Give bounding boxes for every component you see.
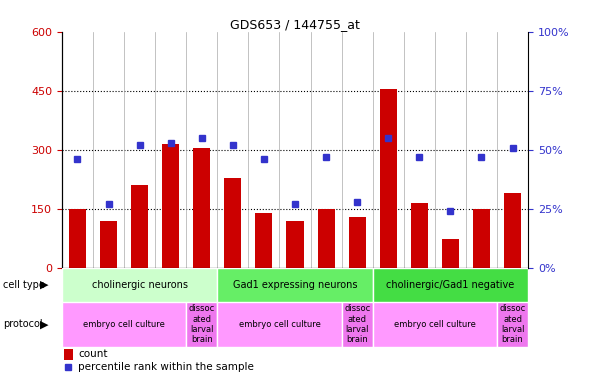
Bar	[380, 89, 396, 268]
Text: embryo cell culture: embryo cell culture	[238, 320, 320, 329]
Bar	[442, 238, 459, 268]
Bar	[317, 209, 335, 268]
Bar	[287, 221, 303, 268]
Bar	[131, 186, 148, 268]
Bar	[411, 203, 428, 268]
Bar	[100, 221, 117, 268]
Text: cholinergic neurons: cholinergic neurons	[91, 280, 188, 290]
Text: Gad1 expressing neurons: Gad1 expressing neurons	[232, 280, 358, 290]
Text: cholinergic/Gad1 negative: cholinergic/Gad1 negative	[386, 280, 514, 290]
Bar	[62, 268, 217, 302]
Bar	[373, 268, 528, 302]
Text: ▶: ▶	[40, 320, 48, 329]
Bar	[194, 148, 210, 268]
Bar	[224, 178, 241, 268]
Text: percentile rank within the sample: percentile rank within the sample	[78, 362, 254, 372]
Text: dissoc
ated
larval
brain: dissoc ated larval brain	[344, 304, 371, 345]
Text: ▶: ▶	[40, 280, 48, 290]
Bar	[217, 302, 342, 347]
Bar	[504, 194, 521, 268]
Bar	[349, 217, 366, 268]
Bar	[497, 302, 528, 347]
Text: dissoc
ated
larval
brain: dissoc ated larval brain	[499, 304, 526, 345]
Bar	[255, 213, 273, 268]
Text: embryo cell culture: embryo cell culture	[83, 320, 165, 329]
Text: dissoc
ated
larval
brain: dissoc ated larval brain	[189, 304, 215, 345]
Bar	[186, 302, 217, 347]
Bar	[473, 209, 490, 268]
Bar	[69, 209, 86, 268]
Text: count: count	[78, 349, 108, 359]
Title: GDS653 / 144755_at: GDS653 / 144755_at	[230, 18, 360, 31]
Bar	[62, 302, 186, 347]
Text: protocol: protocol	[3, 320, 42, 329]
Text: cell type: cell type	[3, 280, 45, 290]
Bar	[162, 144, 179, 268]
Text: embryo cell culture: embryo cell culture	[394, 320, 476, 329]
Bar	[342, 302, 373, 347]
Bar	[217, 268, 373, 302]
Bar	[64, 349, 73, 360]
Bar	[373, 302, 497, 347]
